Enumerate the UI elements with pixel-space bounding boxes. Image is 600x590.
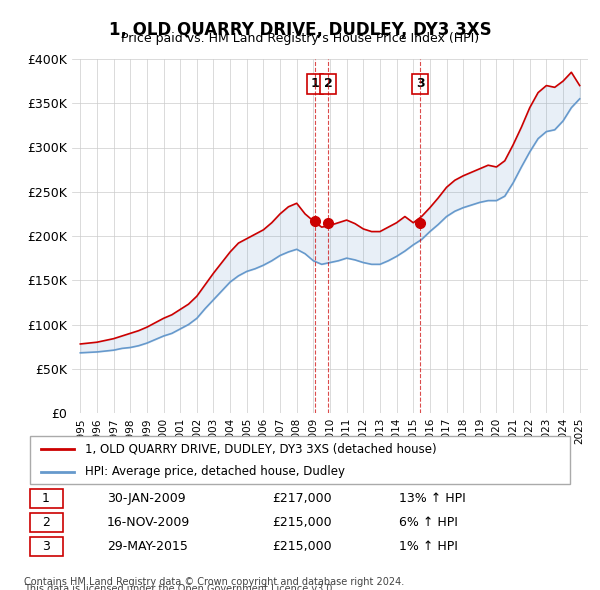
FancyBboxPatch shape [29,489,62,508]
Text: 30-JAN-2009: 30-JAN-2009 [107,492,185,505]
Text: 2: 2 [42,516,50,529]
Text: 1% ↑ HPI: 1% ↑ HPI [400,540,458,553]
Text: This data is licensed under the Open Government Licence v3.0.: This data is licensed under the Open Gov… [24,584,335,590]
Text: £215,000: £215,000 [272,516,332,529]
Text: 1: 1 [42,492,50,505]
Text: 3: 3 [416,77,425,90]
Text: HPI: Average price, detached house, Dudley: HPI: Average price, detached house, Dudl… [85,466,345,478]
Text: £217,000: £217,000 [272,492,332,505]
FancyBboxPatch shape [29,513,62,532]
Text: 1, OLD QUARRY DRIVE, DUDLEY, DY3 3XS (detached house): 1, OLD QUARRY DRIVE, DUDLEY, DY3 3XS (de… [85,442,436,455]
Text: 1: 1 [310,77,319,90]
FancyBboxPatch shape [29,537,62,556]
Text: 13% ↑ HPI: 13% ↑ HPI [400,492,466,505]
FancyBboxPatch shape [29,437,571,484]
Text: 3: 3 [42,540,50,553]
Text: 29-MAY-2015: 29-MAY-2015 [107,540,188,553]
Text: 16-NOV-2009: 16-NOV-2009 [107,516,190,529]
Text: £215,000: £215,000 [272,540,332,553]
Text: Price paid vs. HM Land Registry's House Price Index (HPI): Price paid vs. HM Land Registry's House … [121,32,479,45]
Text: 1, OLD QUARRY DRIVE, DUDLEY, DY3 3XS: 1, OLD QUARRY DRIVE, DUDLEY, DY3 3XS [109,21,491,39]
Text: Contains HM Land Registry data © Crown copyright and database right 2024.: Contains HM Land Registry data © Crown c… [24,577,404,587]
Text: 2: 2 [323,77,332,90]
Text: 6% ↑ HPI: 6% ↑ HPI [400,516,458,529]
